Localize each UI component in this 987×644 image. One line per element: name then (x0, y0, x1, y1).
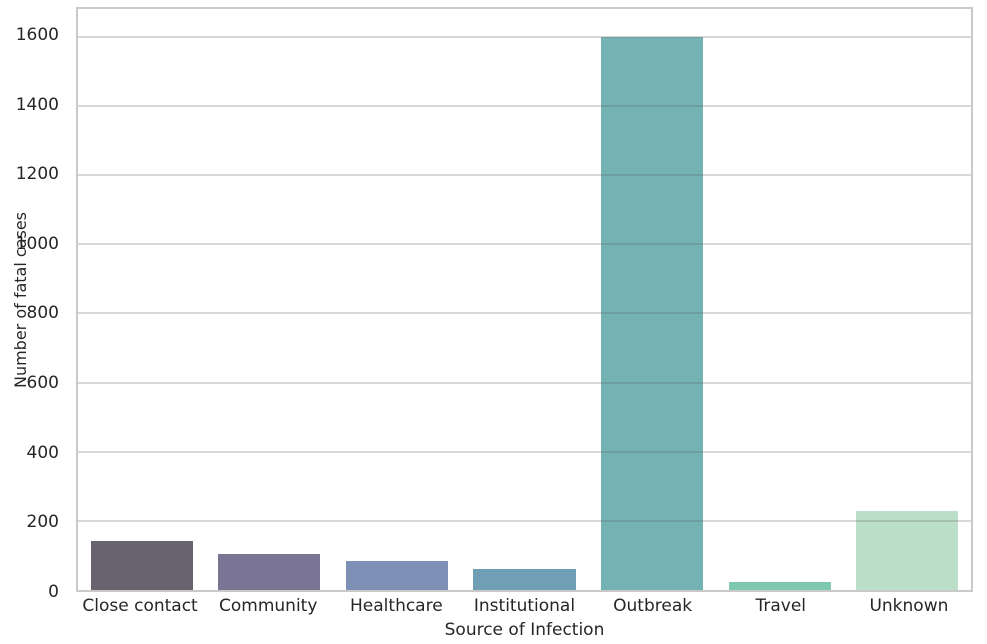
bar-close-contact (90, 540, 193, 590)
y-tick-label-1200: 1200 (15, 164, 59, 185)
y-axis-tick-labels: 0 200 400 600 800 1000 1200 1400 1600 (0, 7, 68, 602)
gridline-400 (78, 450, 971, 453)
x-tick-label-close-contact: Close contact (82, 596, 198, 616)
bar-community (218, 554, 321, 590)
bar-travel (728, 582, 831, 590)
x-tick-label-institutional: Institutional (473, 596, 576, 616)
y-tick-label-0: 0 (48, 582, 59, 602)
bar-outbreak (601, 36, 704, 590)
gridline-200 (78, 519, 971, 522)
x-tick-label-healthcare: Healthcare (350, 596, 443, 616)
x-tick-label-outbreak: Outbreak (613, 596, 693, 616)
plot-area (76, 7, 973, 592)
bar-institutional (473, 569, 576, 590)
x-axis-tick-labels: Close contact Community Healthcare Institut… (76, 596, 973, 618)
x-tick-label-travel: Travel (755, 596, 807, 616)
x-tick-label-unknown: Unknown (869, 596, 949, 616)
y-tick-label-200: 200 (26, 512, 59, 533)
gridline-1600 (78, 35, 971, 38)
bar-unknown (856, 511, 959, 590)
gridline-800 (78, 312, 971, 315)
y-tick-label-400: 400 (26, 442, 59, 463)
y-tick-label-800: 800 (26, 303, 59, 324)
x-axis-label: Source of Infection (444, 620, 605, 640)
gridline-600 (78, 381, 971, 384)
x-tick-label-community: Community (219, 596, 318, 616)
y-tick-label-1600: 1600 (15, 24, 59, 45)
y-tick-label-600: 600 (26, 373, 59, 394)
gridline-1400 (78, 104, 971, 107)
bar-healthcare (345, 561, 448, 590)
gridline-1000 (78, 243, 971, 246)
y-tick-label-1000: 1000 (15, 233, 59, 254)
y-tick-label-1400: 1400 (15, 94, 59, 115)
gridline-1200 (78, 174, 971, 176)
